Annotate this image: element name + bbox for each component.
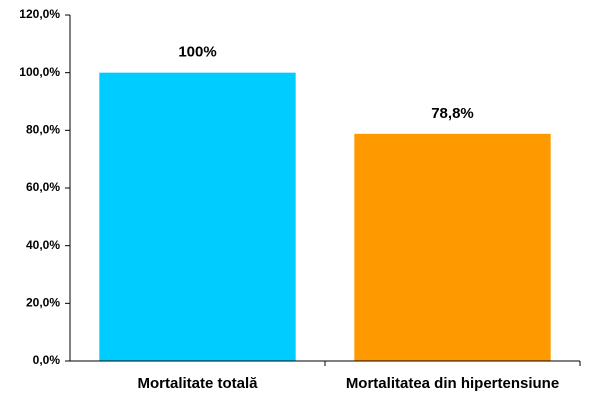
value-label: 78,8%: [431, 105, 474, 122]
x-tick-label: Mortalitatea din hipertensiune: [346, 375, 559, 392]
bar: [354, 133, 551, 361]
value-label: 100%: [178, 44, 216, 61]
y-tick-label: 80,0%: [26, 123, 60, 137]
y-tick-label: 120,0%: [19, 7, 60, 21]
x-tick-label: Mortalitate totală: [137, 375, 258, 392]
bar: [99, 72, 296, 362]
y-tick-label: 20,0%: [26, 296, 60, 310]
y-tick-label: 0,0%: [33, 353, 61, 367]
y-tick-label: 40,0%: [26, 238, 60, 252]
y-tick-label: 100,0%: [19, 65, 60, 79]
y-tick-label: 60,0%: [26, 180, 60, 194]
